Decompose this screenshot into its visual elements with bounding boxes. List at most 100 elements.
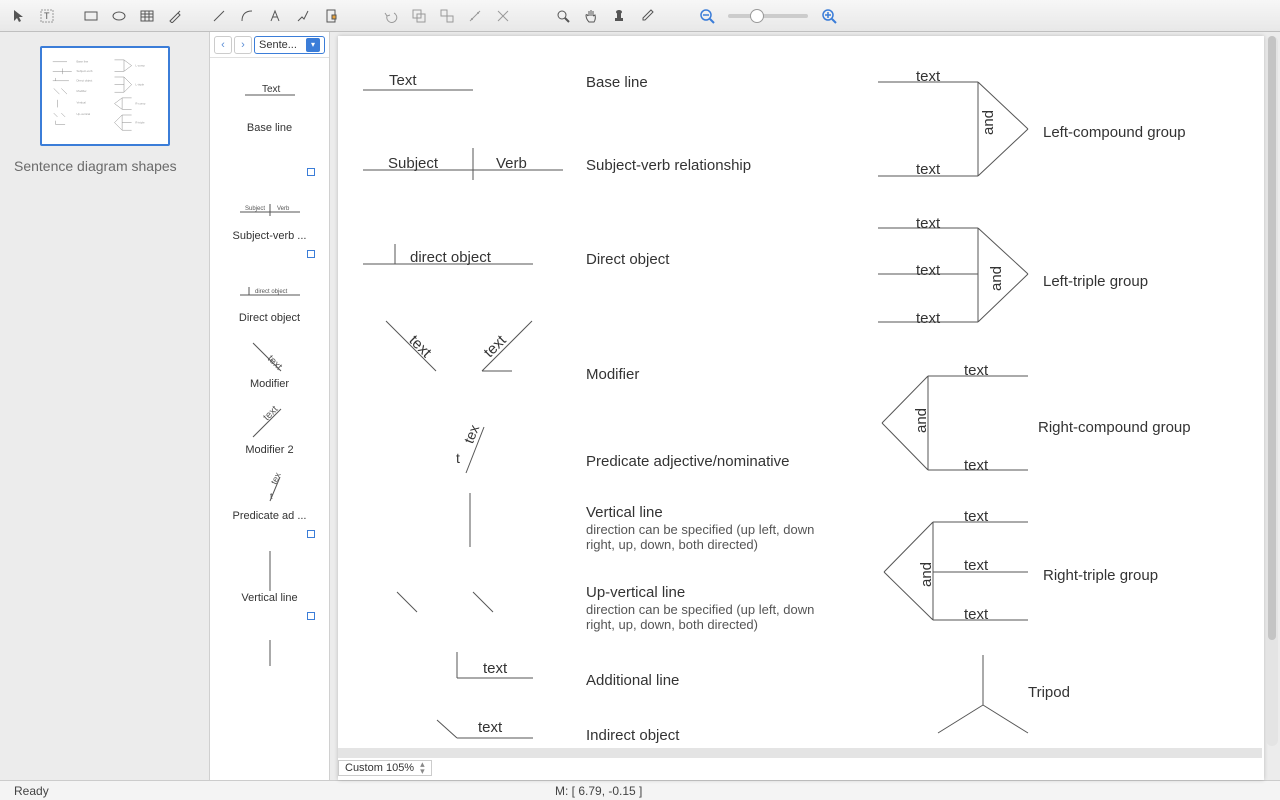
zoom-slider[interactable] xyxy=(728,14,808,18)
tool-rect[interactable] xyxy=(78,4,104,28)
tool-page[interactable] xyxy=(318,4,344,28)
label-tripod: Tripod xyxy=(1028,684,1070,701)
svg-text:text: text xyxy=(261,404,280,423)
text-rc1: text xyxy=(964,362,988,379)
label-right-compound: Right-compound group xyxy=(1038,419,1191,436)
page-thumbnail[interactable]: Base lineSubject-verb Direct objectModif… xyxy=(40,46,170,146)
chevron-down-icon: ▾ xyxy=(306,38,320,52)
tool-align[interactable] xyxy=(462,4,488,28)
text-rt3: text xyxy=(964,606,988,623)
svg-text:L-triple: L-triple xyxy=(135,83,144,87)
svg-text:Subject: Subject xyxy=(245,206,265,212)
label-right-triple: Right-triple group xyxy=(1043,567,1158,584)
text-indirect: text xyxy=(478,719,502,736)
pages-panel: Base lineSubject-verb Direct objectModif… xyxy=(0,32,210,780)
stencil-label: Direct object xyxy=(218,312,321,324)
shape-right-compound[interactable] xyxy=(878,358,1038,478)
label-direct-object: Direct object xyxy=(586,251,669,268)
stencil-selector[interactable]: Sente... ▾ xyxy=(254,36,325,54)
stencil-label: Modifier xyxy=(218,378,321,390)
expand-icon xyxy=(307,530,315,538)
tool-group[interactable] xyxy=(406,4,432,28)
stencil-item[interactable]: direct object Direct object xyxy=(210,264,329,330)
tool-zoom[interactable] xyxy=(550,4,576,28)
svg-text:Up-vertical: Up-vertical xyxy=(76,112,90,116)
stencil-item[interactable]: text Modifier xyxy=(210,330,329,396)
stencil-item[interactable]: Text Text xyxy=(210,64,329,116)
zoom-display[interactable]: Custom 105% ▴▾ xyxy=(338,760,432,776)
shape-modifier[interactable] xyxy=(382,311,542,391)
tool-ellipse[interactable] xyxy=(106,4,132,28)
svg-text:Subject-verb: Subject-verb xyxy=(76,69,92,73)
text-predicate2: t xyxy=(456,450,460,466)
zoom-stepper-icon: ▴▾ xyxy=(420,761,425,775)
canvas-area: Text Base line Subject Verb Subject-verb… xyxy=(330,32,1280,780)
shape-left-triple[interactable] xyxy=(878,212,1038,332)
tool-pencil[interactable] xyxy=(162,4,188,28)
text-lt1: text xyxy=(916,215,940,232)
stencil-item[interactable]: Vertical line xyxy=(210,544,329,626)
status-ready: Ready xyxy=(14,784,49,798)
tool-table[interactable] xyxy=(134,4,160,28)
text-rt2: text xyxy=(964,557,988,574)
label-up-vertical: Up-vertical line xyxy=(586,584,685,601)
label-predicate: Predicate adjective/nominative xyxy=(586,453,789,470)
stencil-next[interactable]: › xyxy=(234,36,252,54)
text-lt2: text xyxy=(916,262,940,279)
scrollbar-horizontal[interactable] xyxy=(338,748,1262,758)
tool-select[interactable] xyxy=(6,4,32,28)
zoom-out-button[interactable] xyxy=(694,4,720,28)
stencil-item[interactable]: text Modifier 2 xyxy=(210,396,329,462)
svg-text:Direct object: Direct object xyxy=(76,79,92,83)
sublabel-up-vertical: direction can be specified (up left, dow… xyxy=(586,602,836,632)
tool-pan[interactable] xyxy=(578,4,604,28)
tool-undo[interactable] xyxy=(378,4,404,28)
shape-left-compound[interactable] xyxy=(878,64,1038,184)
label-additional: Additional line xyxy=(586,672,679,689)
shape-up-vertical[interactable] xyxy=(393,588,503,618)
stencil-selector-label: Sente... xyxy=(259,39,297,51)
tool-eyedropper[interactable] xyxy=(634,4,660,28)
expand-icon xyxy=(307,612,315,620)
canvas[interactable]: Text Base line Subject Verb Subject-verb… xyxy=(338,36,1264,780)
stencil-item[interactable]: SubjectVerb Subject-verb ... xyxy=(210,182,329,264)
svg-text:R-comp: R-comp xyxy=(135,102,145,106)
toolbar: T xyxy=(0,0,1280,32)
tool-stamp[interactable] xyxy=(606,4,632,28)
tool-curve[interactable] xyxy=(234,4,260,28)
stencil-header: ‹ › Sente... ▾ xyxy=(210,32,329,58)
stencil-item[interactable]: Base line xyxy=(210,116,329,182)
shape-tripod[interactable] xyxy=(928,651,1038,741)
tool-pen[interactable] xyxy=(262,4,288,28)
scrollbar-vertical[interactable] xyxy=(1266,36,1278,746)
text-rt1: text xyxy=(964,508,988,525)
tool-text-select[interactable]: T xyxy=(34,4,60,28)
tool-distribute[interactable] xyxy=(490,4,516,28)
pages-caption: Sentence diagram shapes xyxy=(12,158,197,174)
stencil-label: Base line xyxy=(218,122,321,134)
expand-icon xyxy=(307,250,315,258)
sublabel-vertical: direction can be specified (up left, dow… xyxy=(586,522,836,552)
label-modifier: Modifier xyxy=(586,366,639,383)
stencil-prev[interactable]: ‹ xyxy=(214,36,232,54)
svg-text:Modifier: Modifier xyxy=(76,89,86,93)
shape-vertical[interactable] xyxy=(465,491,475,551)
stencil-item[interactable]: text Predicate ad ... xyxy=(210,462,329,544)
shape-right-triple[interactable] xyxy=(878,506,1038,632)
stencil-item[interactable] xyxy=(210,626,329,678)
shape-base-line[interactable] xyxy=(363,68,483,98)
text-lc2: text xyxy=(916,161,940,178)
status-coords: M: [ 6.79, -0.15 ] xyxy=(555,784,642,798)
text-direct-object: direct object xyxy=(410,249,491,266)
zoom-in-button[interactable] xyxy=(816,4,842,28)
expand-icon xyxy=(307,168,315,176)
tool-connector[interactable] xyxy=(290,4,316,28)
tool-ungroup[interactable] xyxy=(434,4,460,28)
tool-line[interactable] xyxy=(206,4,232,28)
label-subject-verb: Subject-verb relationship xyxy=(586,157,751,174)
label-left-compound: Left-compound group xyxy=(1043,124,1186,141)
text-additional: text xyxy=(483,660,507,677)
text-lt-conj: and xyxy=(988,266,1005,291)
svg-text:R-triple: R-triple xyxy=(135,121,145,125)
svg-text:Verb: Verb xyxy=(277,206,290,212)
